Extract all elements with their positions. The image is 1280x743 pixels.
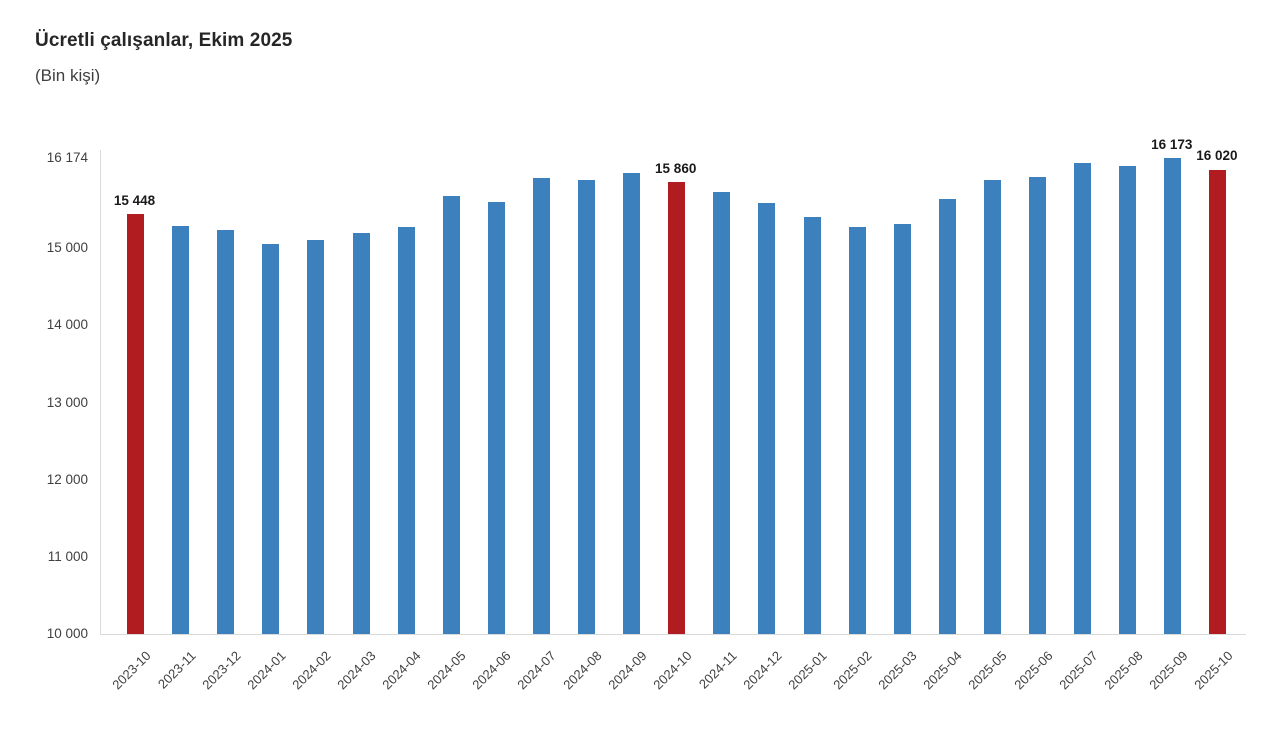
bar-2024-12[interactable] bbox=[758, 203, 776, 634]
bar-2024-01[interactable] bbox=[262, 243, 280, 634]
y-axis-tick: 15 000 bbox=[46, 240, 88, 256]
bar-2024-08[interactable] bbox=[578, 179, 595, 634]
bar-2025-03[interactable] bbox=[893, 224, 911, 634]
bar-2024-02[interactable] bbox=[307, 239, 325, 634]
bar-2024-11[interactable] bbox=[713, 191, 731, 634]
y-axis-tick: 13 000 bbox=[46, 394, 88, 410]
bar-2023-11[interactable] bbox=[172, 225, 190, 634]
y-axis-tick: 11 000 bbox=[47, 548, 88, 564]
bar-2024-10[interactable] bbox=[668, 181, 686, 634]
bar-chart-plot-area bbox=[100, 150, 1246, 635]
y-axis-tick: 12 000 bbox=[46, 471, 88, 487]
bar-2025-05[interactable] bbox=[983, 180, 1001, 634]
bar-value-label: 16 173 bbox=[1151, 136, 1193, 152]
bar-2025-02[interactable] bbox=[848, 226, 866, 634]
chart-subtitle: (Bin kişi) bbox=[35, 66, 101, 85]
bar-value-label: 15 860 bbox=[655, 160, 697, 176]
bar-2025-06[interactable] bbox=[1029, 177, 1046, 634]
bar-2023-10[interactable] bbox=[127, 213, 144, 634]
bar-2025-07[interactable] bbox=[1074, 162, 1092, 634]
bar-value-label: 15 448 bbox=[113, 192, 156, 208]
bar-2024-03[interactable] bbox=[352, 232, 370, 634]
bar-2025-09[interactable] bbox=[1164, 157, 1182, 634]
bar-2025-08[interactable] bbox=[1119, 165, 1137, 634]
bar-2025-04[interactable] bbox=[938, 198, 956, 634]
bar-2024-09[interactable] bbox=[623, 172, 641, 634]
bar-2024-04[interactable] bbox=[397, 227, 415, 634]
bar-2025-10[interactable] bbox=[1209, 169, 1227, 634]
bar-2024-06[interactable] bbox=[487, 201, 505, 634]
bar-2024-07[interactable] bbox=[532, 178, 550, 634]
bar-value-label: 16 020 bbox=[1196, 148, 1238, 164]
bar-2024-05[interactable] bbox=[442, 195, 460, 634]
y-axis-tick: 14 000 bbox=[46, 317, 88, 333]
bar-2023-12[interactable] bbox=[217, 230, 235, 634]
bar-2025-01[interactable] bbox=[803, 216, 821, 634]
y-axis-tick: 10 000 bbox=[46, 626, 88, 641]
y-axis-tick: 16 174 bbox=[46, 149, 88, 165]
chart-title: Ücretli çalışanlar, Ekim 2025 bbox=[35, 30, 293, 51]
